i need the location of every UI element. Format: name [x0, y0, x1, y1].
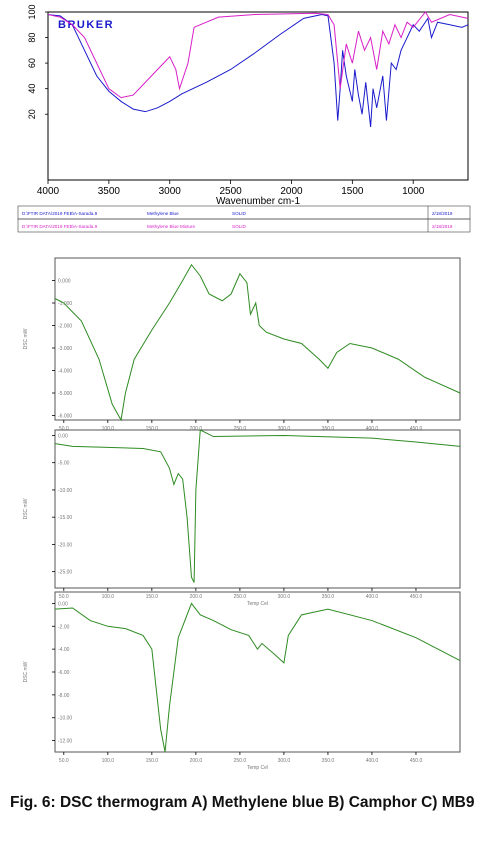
- x-tick-label: 100.0: [102, 426, 115, 432]
- x-tick-label: 400.0: [366, 594, 379, 600]
- x-tick-label: 300.0: [278, 426, 291, 432]
- y-tick-label: 0.00: [58, 433, 68, 439]
- y-tick-label: -6.00: [58, 670, 70, 676]
- x-tick-label: 50.0: [59, 594, 69, 600]
- legend-name: Methylene Blue Mixture: [147, 224, 195, 229]
- legend-row: [17, 218, 471, 233]
- x-tick-label: 400.0: [366, 758, 379, 764]
- x-tick-label: 150.0: [146, 594, 159, 600]
- x-tick-label: 250.0: [234, 594, 247, 600]
- figure: BRUKER 4000 3500 3000 2500 2000 1500 1000 20 40 6…: [17, 4, 471, 771]
- x-tick-label: 200.0: [190, 758, 203, 764]
- x-tick-label: 200.0: [190, 594, 203, 600]
- y-tick-label: -20.00: [58, 542, 72, 548]
- plot-frame: [47, 11, 469, 181]
- y-tick-label: -5.000: [58, 391, 72, 397]
- y-tick-label: 0.000: [58, 279, 71, 285]
- plot-frame: [54, 257, 461, 421]
- y-axis-label: DSC mW: [23, 661, 29, 682]
- y-tick-label: 80: [27, 33, 37, 43]
- x-tick-label: 100.0: [102, 594, 115, 600]
- y-tick-label: -5.00: [58, 461, 70, 467]
- x-tick-label: 450.0: [410, 426, 423, 432]
- legend-state: SOLID: [232, 224, 246, 229]
- y-tick-label: 0.00: [58, 601, 68, 607]
- y-tick-label: 100: [27, 4, 37, 19]
- y-tick-label: 40: [27, 84, 37, 94]
- x-tick-label: 250.0: [234, 426, 247, 432]
- legend-file: D:\FTIR DATA\2019 FEB\A-Sarada.8: [22, 211, 98, 216]
- y-tick-label: -3.000: [58, 346, 72, 352]
- x-tick-label: 50.0: [59, 426, 69, 432]
- y-tick-label: -25.00: [58, 570, 72, 576]
- legend-date: 2/18/2019: [432, 211, 453, 216]
- x-tick-label: 450.0: [410, 758, 423, 764]
- x-tick-label: 400.0: [366, 426, 379, 432]
- y-tick-label: -4.00: [58, 647, 70, 653]
- y-tick-label: -2.000: [58, 324, 72, 330]
- legend-file: D:\FTIR DATA\2019 FEB\A-Sarada.9: [22, 224, 98, 229]
- x-axis-label: Wavenumber cm-1: [216, 196, 301, 207]
- y-tick-label: 60: [27, 58, 37, 68]
- x-tick-label: 350.0: [322, 426, 335, 432]
- logo: BRUKER: [58, 19, 114, 31]
- data-line: [47, 14, 469, 128]
- y-tick-label: -6.000: [58, 414, 72, 420]
- x-tick-label: 4000: [37, 186, 60, 197]
- x-tick-label: 50.0: [59, 758, 69, 764]
- x-tick-label: 300.0: [278, 758, 291, 764]
- x-tick-label: 450.0: [410, 594, 423, 600]
- x-axis-label: Temp Cel: [247, 601, 268, 607]
- data-line: [54, 263, 461, 422]
- x-tick-label: 1000: [402, 186, 425, 197]
- x-tick-label: 2000: [280, 186, 303, 197]
- caption: Fig. 6: DSC thermogram A) Methylene blue…: [10, 794, 475, 811]
- x-tick-label: 2500: [219, 186, 242, 197]
- y-axis-label: DSC mW: [23, 328, 29, 349]
- y-tick-label: -15.00: [58, 515, 72, 521]
- x-tick-label: 200.0: [190, 426, 203, 432]
- y-tick-label: -10.00: [58, 488, 72, 494]
- y-tick-label: -8.00: [58, 693, 70, 699]
- x-tick-label: 150.0: [146, 758, 159, 764]
- x-tick-label: 150.0: [146, 426, 159, 432]
- data-line: [47, 11, 469, 99]
- x-tick-label: 300.0: [278, 594, 291, 600]
- x-axis-label: Temp Cel: [247, 765, 268, 771]
- legend-date: 2/18/2019: [432, 224, 453, 229]
- x-tick-label: 3500: [98, 186, 121, 197]
- y-tick-label: 20: [27, 109, 37, 119]
- y-tick-label: -4.000: [58, 369, 72, 375]
- legend-name: Methylene Blue: [147, 211, 179, 216]
- y-tick-label: -10.00: [58, 716, 72, 722]
- x-tick-label: 3000: [159, 186, 182, 197]
- plot-frame: [54, 591, 461, 753]
- y-tick-label: -2.00: [58, 624, 70, 630]
- legend-state: SOLID: [232, 211, 246, 216]
- data-line: [54, 602, 461, 753]
- data-line: [54, 429, 461, 583]
- y-axis-label: DSC mW: [23, 498, 29, 519]
- x-tick-label: 350.0: [322, 758, 335, 764]
- plot-frame: [54, 429, 461, 589]
- x-tick-label: 250.0: [234, 758, 247, 764]
- x-tick-label: 350.0: [322, 594, 335, 600]
- x-tick-label: 100.0: [102, 758, 115, 764]
- y-tick-label: -12.00: [58, 739, 72, 745]
- x-tick-label: 1500: [341, 186, 364, 197]
